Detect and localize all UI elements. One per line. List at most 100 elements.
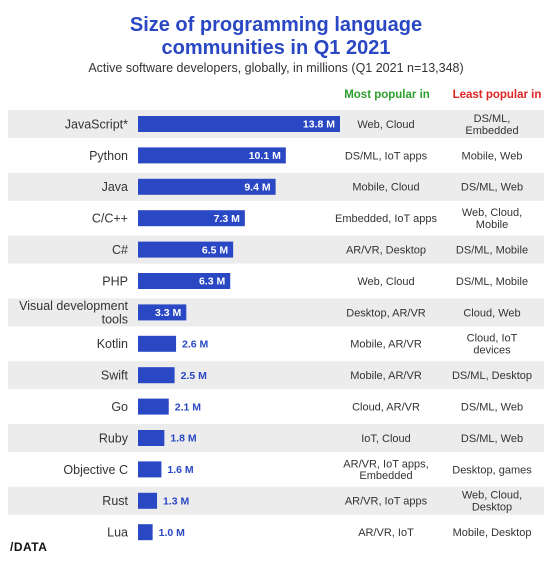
bar-value-label: 1.6 M	[167, 464, 194, 476]
category-label: Python	[89, 149, 128, 163]
category-label-line: C#	[112, 243, 128, 257]
category-label-line: Go	[111, 400, 128, 414]
least-popular-value: Mobile, Web	[462, 150, 523, 162]
category-label: JavaScript*	[65, 117, 128, 131]
most-popular-value-line: AR/VR, IoT apps,	[343, 458, 428, 470]
least-popular-value: DS/ML, Web	[461, 401, 523, 413]
bar-value-label: 7.3 M	[214, 213, 241, 225]
most-popular-value-line: Web, Cloud	[357, 276, 414, 288]
bar-value-label: 9.4 M	[244, 181, 271, 193]
most-popular-value: AR/VR, IoT	[358, 527, 414, 539]
data-logo: /DATA	[10, 540, 48, 554]
category-label-line: JavaScript*	[65, 117, 128, 131]
row-stripe	[8, 361, 544, 390]
bar-value-label: 6.3 M	[199, 276, 226, 288]
least-popular-value-line: DS/ML, Web	[461, 433, 523, 445]
least-popular-value-line: Web, Cloud,	[462, 207, 522, 219]
category-label-line: Kotlin	[97, 337, 128, 351]
least-popular-value: Desktop, games	[452, 464, 532, 476]
bar-value-label: 1.3 M	[163, 495, 190, 507]
most-popular-value: Embedded, IoT apps	[335, 213, 437, 225]
category-label-line: Python	[89, 149, 128, 163]
bar-value-label: 3.3 M	[155, 307, 182, 319]
row-stripe	[8, 298, 544, 327]
most-popular-value-line: Mobile, AR/VR	[350, 370, 422, 382]
most-popular-value-line: Embedded	[359, 470, 412, 482]
most-popular-value-line: DS/ML, IoT apps	[345, 150, 428, 162]
least-popular-value: Web, Cloud, Mobile	[462, 207, 522, 231]
most-popular-value: Mobile, AR/VR	[350, 339, 422, 351]
category-label-line: Objective C	[63, 463, 128, 477]
least-popular-value: DS/ML, Web	[461, 182, 523, 194]
least-popular-value-line: DS/ML, Mobile	[456, 244, 528, 256]
chart-title-line-1: Size of programming language	[129, 14, 423, 36]
category-label: Ruby	[99, 431, 129, 445]
least-popular-value-line: Mobile, Web	[462, 150, 523, 162]
least-popular-value: DS/ML, Embedded	[465, 113, 518, 137]
bar-value-label: 2.6 M	[182, 338, 209, 350]
category-label: Lua	[107, 526, 128, 540]
bar-value-label: 13.8 M	[303, 119, 335, 131]
category-label: C#	[112, 243, 128, 257]
bar	[138, 147, 286, 164]
category-label-line: Java	[102, 180, 128, 194]
category-label-line: Rust	[102, 494, 128, 508]
bar	[138, 116, 340, 132]
category-label-line: tools	[102, 313, 128, 327]
most-popular-value: Mobile, Cloud	[352, 182, 419, 194]
bar-value-label: 1.8 M	[170, 433, 197, 445]
category-label: C/C++	[92, 212, 128, 226]
category-label: Go	[111, 400, 128, 414]
most-popular-value-line: AR/VR, IoT apps	[345, 496, 428, 508]
least-popular-value-line: DS/ML,	[474, 113, 511, 125]
least-popular-value-line: Desktop, games	[452, 464, 532, 476]
most-popular-value-line: Desktop, AR/VR	[346, 307, 426, 319]
bar-value-label: 2.1 M	[175, 401, 202, 413]
least-popular-value: Cloud, IoT devices	[467, 333, 518, 357]
row-stripe	[8, 172, 544, 201]
chart-title: Size of programming language communities…	[0, 14, 552, 60]
most-popular-value-line: Web, Cloud	[357, 119, 414, 131]
most-popular-value-line: AR/VR, IoT	[358, 527, 414, 539]
least-popular-value: Web, Cloud, Desktop	[462, 490, 522, 514]
bar	[138, 524, 153, 541]
least-popular-value: Cloud, Web	[463, 307, 520, 319]
category-label-line: Lua	[107, 526, 128, 540]
most-popular-value: IoT, Cloud	[361, 433, 411, 445]
least-popular-value-line: DS/ML, Mobile	[456, 276, 528, 288]
most-popular-value: AR/VR, IoT apps	[345, 496, 428, 508]
least-popular-value-line: Mobile, Desktop	[453, 527, 532, 539]
bar	[138, 461, 162, 478]
category-label: Java	[102, 180, 128, 194]
least-popular-value-line: Cloud, Web	[463, 307, 520, 319]
row-stripe	[8, 235, 544, 264]
most-popular-value: AR/VR, IoT apps, Embedded	[343, 458, 428, 482]
most-popular-value: Desktop, AR/VR	[346, 307, 426, 319]
least-popular-value-line: Desktop	[472, 502, 512, 514]
row-stripe	[8, 424, 544, 452]
category-label: Objective C	[63, 463, 128, 477]
most-popular-value: DS/ML, IoT apps	[345, 150, 428, 162]
least-popular-value-line: DS/ML, Web	[461, 401, 523, 413]
least-popular-value: DS/ML, Mobile	[456, 276, 528, 288]
bar	[138, 367, 175, 384]
most-popular-value-line: Cloud, AR/VR	[352, 401, 420, 413]
category-label: Visual development tools	[19, 299, 128, 327]
most-popular-value: Web, Cloud	[357, 276, 414, 288]
least-popular-value-line: devices	[473, 345, 511, 357]
category-label-line: Visual development	[19, 299, 128, 313]
least-popular-value: DS/ML, Desktop	[452, 370, 532, 382]
least-popular-value-line: Web, Cloud,	[462, 490, 522, 502]
least-popular-value-line: Cloud, IoT	[467, 333, 518, 345]
category-label-line: C/C++	[92, 212, 128, 226]
most-popular-value-line: Mobile, AR/VR	[350, 339, 422, 351]
least-popular-value: DS/ML, Web	[461, 433, 523, 445]
category-label: Swift	[101, 369, 129, 383]
least-popular-value-line: Mobile	[476, 219, 508, 231]
most-popular-value-line: AR/VR, Desktop	[346, 244, 426, 256]
bar	[138, 492, 158, 509]
least-popular-value-line: Embedded	[465, 125, 518, 137]
least-popular-value: Mobile, Desktop	[453, 527, 532, 539]
most-popular-value: Mobile, AR/VR	[350, 370, 422, 382]
category-label: PHP	[102, 274, 128, 288]
